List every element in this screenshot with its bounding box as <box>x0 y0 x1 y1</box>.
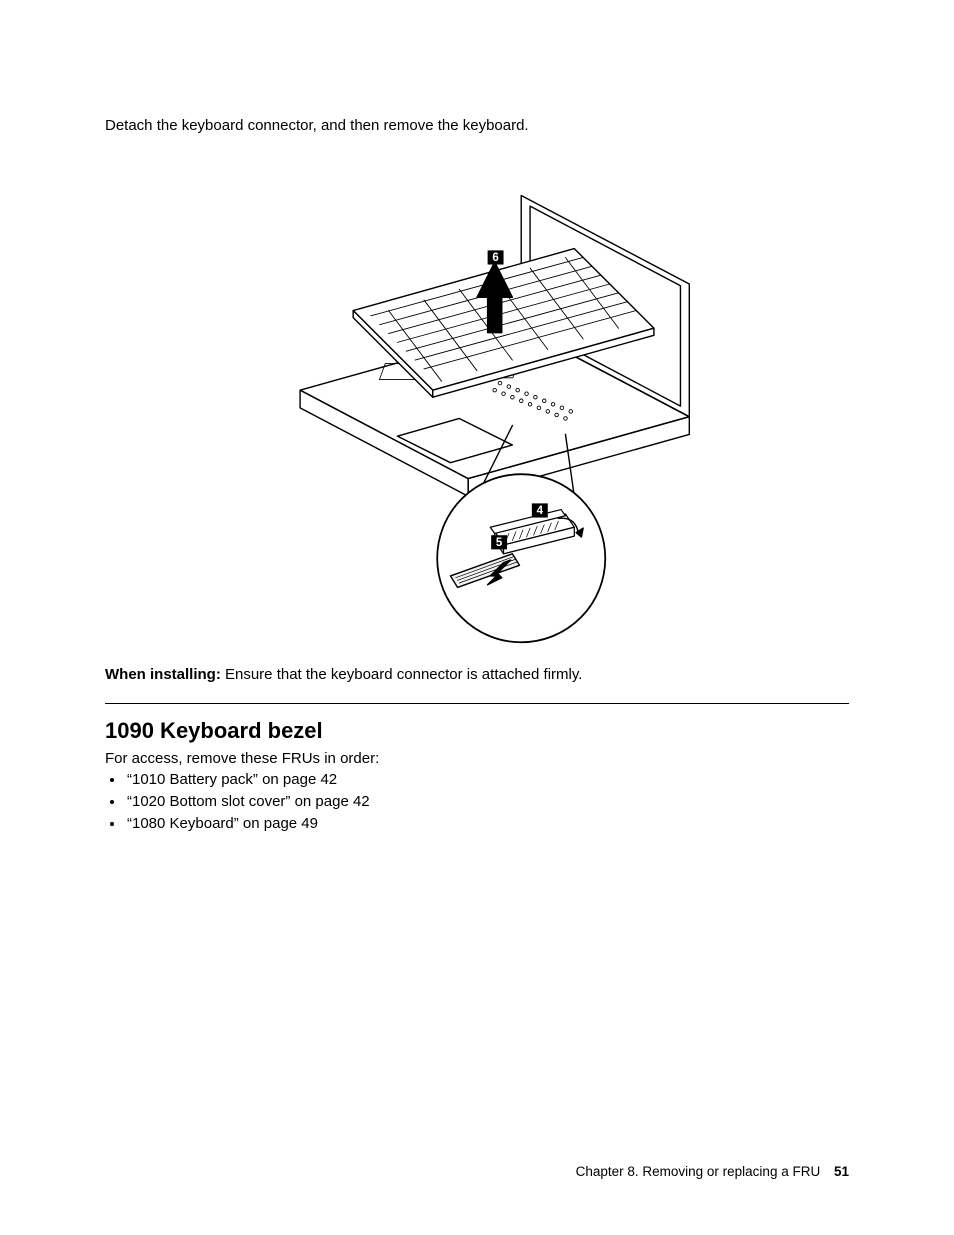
callout-4-text: 4 <box>537 505 544 517</box>
install-note-bold: When installing: <box>105 666 221 683</box>
footer-page-number: 51 <box>834 1164 849 1179</box>
fru-list: “1010 Battery pack” on page 42 “1020 Bot… <box>105 769 849 834</box>
page-footer: Chapter 8. Removing or replacing a FRU 5… <box>576 1164 849 1179</box>
figure-svg: 6 4 5 <box>247 154 707 644</box>
section-lead: For access, remove these FRUs in order: <box>105 750 849 767</box>
list-item: “1020 Bottom slot cover” on page 42 <box>125 791 849 813</box>
section-rule <box>105 703 849 704</box>
intro-paragraph: Detach the keyboard connector, and then … <box>105 115 849 136</box>
section-heading: 1090 Keyboard bezel <box>105 718 849 744</box>
footer-chapter: Chapter 8. Removing or replacing a FRU <box>576 1164 821 1179</box>
list-item: “1080 Keyboard” on page 49 <box>125 813 849 835</box>
page: Detach the keyboard connector, and then … <box>0 0 954 1235</box>
install-note-rest: Ensure that the keyboard connector is at… <box>221 666 583 683</box>
callout-5-text: 5 <box>496 537 503 549</box>
install-note: When installing: Ensure that the keyboar… <box>105 664 849 685</box>
callout-6-text: 6 <box>492 252 498 264</box>
list-item: “1010 Battery pack” on page 42 <box>125 769 849 791</box>
keyboard-removal-figure: 6 4 5 <box>105 154 849 644</box>
